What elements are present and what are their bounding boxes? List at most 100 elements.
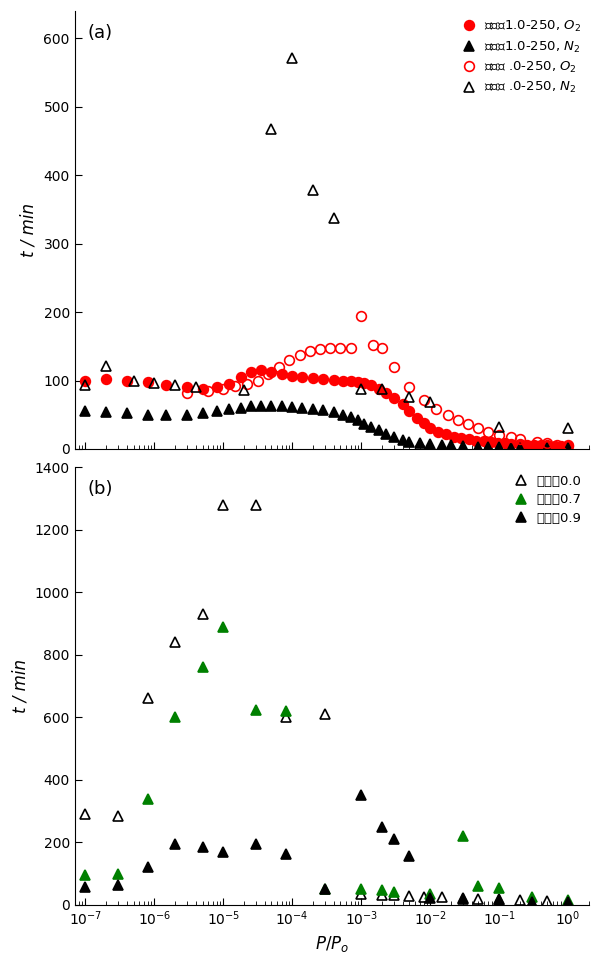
活性炳 .0-250, $O_2$: [379, 342, 386, 353]
其他炳0.7: [529, 892, 536, 903]
活性灹1.0-250, $N_2$: [278, 400, 285, 412]
活性炳 .0-250, $O_2$: [444, 409, 451, 421]
活性炳 .0-250, $O_2$: [432, 403, 439, 415]
活性炳 .0-250, $O_2$: [286, 354, 293, 366]
Legend: 活性灹1.0-250, $O_2$, 活性灹1.0-250, $N_2$, 活性炳 .0-250, $O_2$, 活性炳 .0-250, $N_2$: 活性灹1.0-250, $O_2$, 活性灹1.0-250, $N_2$, 活性…: [456, 14, 586, 100]
其他炳0.7: [144, 793, 151, 805]
活性灹1.0-250, $N_2$: [247, 400, 254, 412]
其他炳0.9: [322, 883, 329, 895]
活性炳 .0-250, $N_2$: [82, 379, 89, 391]
活性炳 .0-250, $O_2$: [544, 438, 551, 450]
其他炳0.0: [475, 893, 482, 904]
活性灹1.0-250, $N_2$: [82, 404, 89, 416]
其他炳0.9: [391, 834, 398, 845]
其他炳0.0: [82, 809, 89, 820]
其他炳0.7: [322, 883, 329, 895]
活性灹1.0-250, $N_2$: [355, 414, 362, 426]
其他炳0.0: [517, 895, 524, 906]
其他炳0.7: [379, 885, 386, 896]
其他炳0.0: [460, 893, 467, 904]
活性炳 .0-250, $O_2$: [496, 429, 503, 441]
其他炳0.0: [439, 892, 446, 903]
Line: 其他炳0.0: 其他炳0.0: [80, 500, 573, 906]
活性灹1.0-250, $N_2$: [330, 406, 337, 418]
其他炳0.9: [172, 839, 179, 850]
Y-axis label: t / min: t / min: [11, 659, 29, 713]
活性灹1.0-250, $N_2$: [517, 442, 524, 454]
其他炳0.0: [391, 890, 398, 901]
活性灹1.0-250, $N_2$: [361, 418, 368, 429]
活性炳 .0-250, $N_2$: [496, 422, 503, 433]
活性灹1.0-250, $N_2$: [375, 425, 382, 436]
活性灹1.0-250, $N_2$: [237, 402, 244, 414]
其他炳0.9: [144, 862, 151, 873]
活性炳 .0-250, $N_2$: [130, 374, 137, 386]
活性灹1.0-250, $O_2$: [319, 373, 326, 385]
活性灹1.0-250, $O_2$: [472, 435, 479, 447]
Legend: 其他炳0.0, 其他炳0.7, 其他炳0.9: 其他炳0.0, 其他炳0.7, 其他炳0.9: [508, 470, 586, 530]
Line: 其他炳0.9: 其他炳0.9: [80, 790, 573, 907]
其他炳0.0: [322, 708, 329, 720]
其他炳0.0: [282, 711, 289, 723]
其他炳0.9: [220, 846, 227, 858]
活性灹1.0-250, $N_2$: [544, 442, 551, 454]
活性灹1.0-250, $O_2$: [257, 365, 265, 376]
活性灹1.0-250, $N_2$: [319, 404, 326, 416]
活性灹1.0-250, $N_2$: [103, 406, 110, 418]
活性炳 .0-250, $O_2$: [358, 310, 365, 321]
活性炳 .0-250, $O_2$: [337, 342, 344, 353]
其他炳0.7: [199, 661, 206, 673]
活性灹1.0-250, $N_2$: [123, 407, 130, 419]
其他炳0.7: [172, 711, 179, 723]
活性炳 .0-250, $N_2$: [330, 212, 337, 224]
其他炳0.7: [115, 868, 122, 879]
活性灹1.0-250, $N_2$: [485, 441, 492, 453]
其他炳0.0: [253, 499, 260, 510]
活性炳 .0-250, $N_2$: [427, 397, 434, 408]
活性灹1.0-250, $N_2$: [460, 440, 467, 452]
活性炳 .0-250, $N_2$: [172, 379, 179, 391]
其他炳0.9: [282, 848, 289, 860]
活性灹1.0-250, $N_2$: [565, 442, 572, 454]
活性灹1.0-250, $N_2$: [391, 431, 398, 443]
其他炳0.0: [379, 889, 386, 900]
其他炳0.9: [199, 841, 206, 853]
其他炳0.9: [253, 839, 260, 850]
其他炳0.0: [420, 891, 427, 902]
活性炳 .0-250, $N_2$: [192, 381, 199, 393]
其他炳0.9: [496, 895, 503, 906]
活性灹1.0-250, $N_2$: [399, 434, 406, 446]
活性灹1.0-250, $N_2$: [448, 440, 455, 452]
活性炳 .0-250, $N_2$: [406, 391, 413, 402]
活性灹1.0-250, $O_2$: [558, 440, 565, 452]
其他炳0.0: [496, 894, 503, 905]
活性灹1.0-250, $N_2$: [508, 442, 515, 454]
其他炳0.0: [172, 636, 179, 648]
其他炳0.7: [475, 880, 482, 892]
其他炳0.0: [565, 896, 572, 907]
其他炳0.0: [220, 499, 227, 510]
活性灹1.0-250, $N_2$: [347, 412, 354, 424]
Text: (a): (a): [88, 24, 113, 42]
活性炳 .0-250, $O_2$: [316, 344, 323, 355]
活性炳 .0-250, $O_2$: [205, 385, 212, 397]
其他炳0.9: [565, 896, 572, 908]
活性炳 .0-250, $O_2$: [517, 433, 524, 445]
其他炳0.7: [427, 888, 434, 899]
其他炳0.0: [358, 888, 365, 899]
其他炳0.0: [144, 693, 151, 704]
活性灹1.0-250, $N_2$: [427, 438, 434, 450]
活性炳 .0-250, $N_2$: [565, 423, 572, 434]
活性灹1.0-250, $N_2$: [439, 439, 446, 451]
活性炳 .0-250, $N_2$: [151, 377, 158, 389]
活性炳 .0-250, $O_2$: [326, 342, 334, 353]
其他炳0.9: [115, 879, 122, 891]
活性炳 .0-250, $N_2$: [289, 52, 296, 64]
Line: 活性灹1.0-250, $O_2$: 活性灹1.0-250, $O_2$: [80, 366, 573, 451]
活性炳 .0-250, $O_2$: [485, 426, 492, 437]
活性灹1.0-250, $N_2$: [299, 402, 306, 414]
其他炳0.9: [427, 893, 434, 904]
活性炳 .0-250, $N_2$: [103, 360, 110, 372]
活性炳 .0-250, $O_2$: [370, 339, 377, 350]
活性炳 .0-250, $O_2$: [406, 381, 413, 393]
